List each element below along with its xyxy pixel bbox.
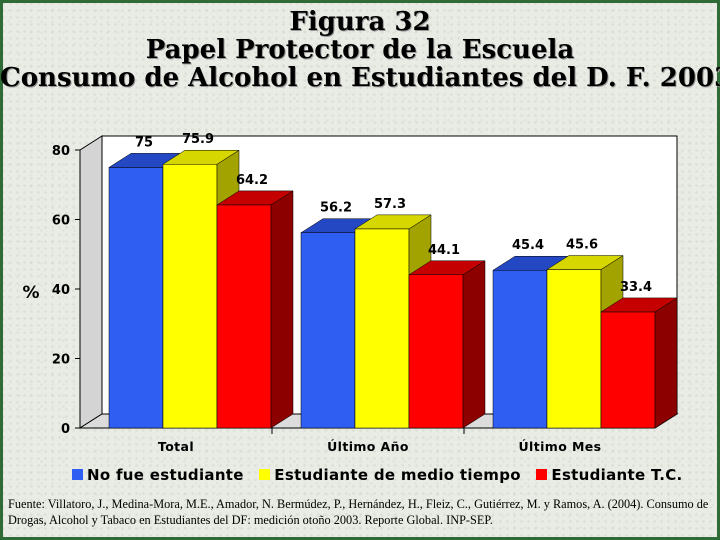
title-line-3: Consumo de Alcohol en Estudiantes del D.… bbox=[0, 63, 720, 93]
legend: No fue estudiante Estudiante de medio ti… bbox=[72, 466, 712, 484]
bar-top bbox=[408, 260, 486, 276]
bar-front bbox=[408, 274, 464, 429]
data-label: 56.2 bbox=[320, 201, 352, 216]
legend-item-tc: Estudiante T.C. bbox=[536, 466, 682, 484]
x-tick-label: Último Año bbox=[327, 439, 409, 454]
bar-front bbox=[492, 269, 548, 429]
bar-side bbox=[462, 260, 486, 429]
x-tick-label: Último Mes bbox=[518, 439, 601, 454]
x-tick-label: Total bbox=[158, 439, 194, 454]
data-label: 57.3 bbox=[374, 197, 406, 212]
title-line-2: Papel Protector de la Escuela bbox=[145, 35, 575, 65]
y-tick-label: 0 bbox=[61, 422, 70, 437]
legend-swatch-red bbox=[536, 469, 548, 480]
chart-title: Figura 32 Papel Protector de la Escuela … bbox=[0, 8, 720, 92]
legend-label: Estudiante T.C. bbox=[551, 466, 683, 484]
bar-front bbox=[162, 163, 218, 429]
bar-side bbox=[654, 297, 678, 429]
bar-front bbox=[216, 204, 272, 429]
data-label: 64.2 bbox=[236, 173, 268, 188]
bar-top bbox=[600, 297, 678, 313]
bar-front bbox=[108, 167, 164, 429]
side-wall bbox=[79, 135, 103, 429]
y-tick-label: 80 bbox=[52, 144, 70, 159]
legend-swatch-yellow bbox=[259, 469, 271, 480]
data-label: 33.4 bbox=[620, 280, 652, 295]
bar-top bbox=[162, 149, 240, 165]
data-label: 44.1 bbox=[428, 243, 460, 258]
bar-top bbox=[354, 214, 432, 230]
legend-label: No fue estudiante bbox=[87, 466, 244, 484]
bar-top bbox=[216, 190, 294, 206]
legend-label: Estudiante de medio tiempo bbox=[274, 466, 521, 484]
title-line-1: Figura 32 bbox=[289, 7, 431, 37]
data-label: 45.4 bbox=[512, 238, 544, 253]
y-tick-label: 20 bbox=[52, 353, 70, 368]
bar bbox=[408, 260, 486, 429]
bar-front bbox=[546, 269, 602, 429]
bar-front bbox=[600, 311, 656, 429]
data-label: 75 bbox=[135, 135, 153, 150]
bar-side bbox=[270, 190, 294, 429]
bar bbox=[216, 190, 294, 429]
y-tick-label: 60 bbox=[52, 214, 70, 229]
legend-item-medio-tiempo: Estudiante de medio tiempo bbox=[259, 466, 521, 484]
bar-front bbox=[300, 232, 356, 429]
source-citation: Fuente: Villatoro, J., Medina-Mora, M.E.… bbox=[8, 497, 709, 527]
bar-front bbox=[354, 228, 410, 429]
data-label: 75.9 bbox=[182, 132, 214, 147]
bar-chart: 0 20 40 60 80% Total 75 75.9 64.2 Último Año 56.2… bbox=[22, 132, 679, 454]
y-axis-label: % bbox=[22, 283, 39, 303]
data-label: 45.6 bbox=[566, 238, 598, 253]
bar bbox=[600, 297, 678, 429]
bar-top bbox=[546, 255, 624, 270]
legend-item-no-fue-estudiante: No fue estudiante bbox=[72, 466, 244, 484]
y-tick-label: 40 bbox=[52, 283, 70, 298]
legend-swatch-blue bbox=[72, 469, 83, 480]
